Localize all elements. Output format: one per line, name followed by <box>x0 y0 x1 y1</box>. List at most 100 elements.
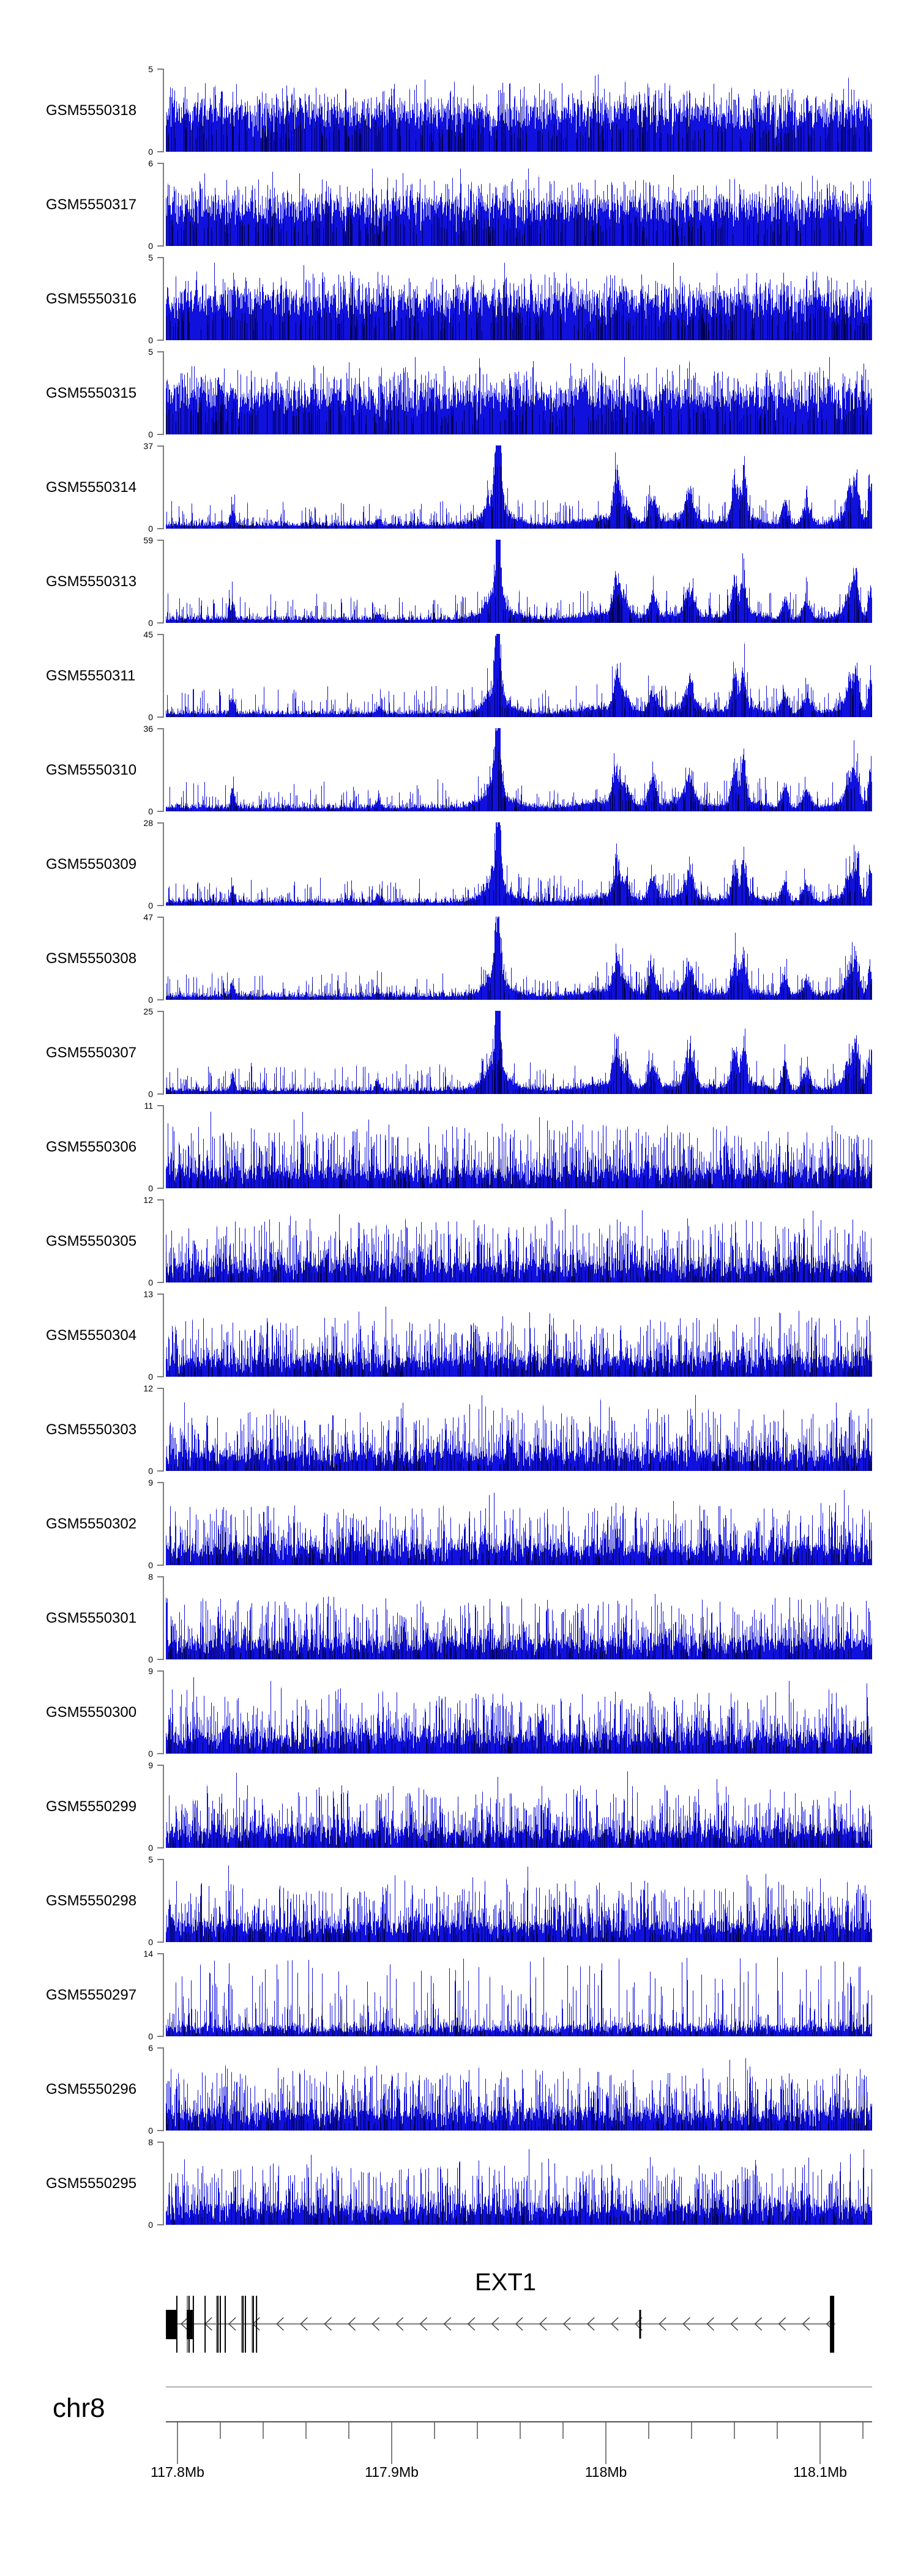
strand-arrow-icon <box>467 2317 476 2331</box>
y-axis-min-label: 0 <box>148 1278 153 1287</box>
y-axis-max-label: 5 <box>148 1855 153 1864</box>
y-axis-max-label: 5 <box>148 347 153 357</box>
strand-arrow-icon <box>181 2317 188 2331</box>
mid-exon-tick <box>639 2310 641 2339</box>
signal-track-GSM5550313: GSM5550313 59 0 <box>46 535 872 628</box>
y-axis-min-label: 0 <box>148 524 153 534</box>
ruler-tick-label: 117.8Mb <box>151 2464 204 2480</box>
y-axis-max-label: 59 <box>143 535 153 545</box>
strand-arrow-icon <box>611 2317 619 2331</box>
y-axis-max-label: 25 <box>143 1007 153 1016</box>
strand-arrow-icon <box>300 2317 308 2331</box>
signal-track-GSM5550303: GSM5550303 12 0 <box>46 1383 872 1476</box>
chromosome-label: chr8 <box>53 2393 105 2423</box>
y-axis-max-label: 28 <box>143 818 153 828</box>
track-label: GSM5550296 <box>46 2081 136 2098</box>
exon-box <box>187 2310 193 2339</box>
y-axis-bracket <box>157 1859 164 1943</box>
signal-track-GSM5550299: GSM5550299 9 0 <box>46 1760 872 1853</box>
y-axis-max-label: 12 <box>143 1195 153 1205</box>
track-label: GSM5550317 <box>46 196 136 213</box>
y-axis-bracket <box>157 2142 164 2225</box>
strand-arrow-icon <box>491 2317 499 2331</box>
signal-track-GSM5550316: GSM5550316 5 0 <box>46 253 872 345</box>
y-axis-min-label: 0 <box>148 1937 153 1947</box>
ruler-tick-label: 117.9Mb <box>365 2464 419 2480</box>
strand-arrow-icon <box>730 2317 739 2331</box>
signal-dark-layer <box>170 1517 870 1565</box>
y-axis-max-label: 45 <box>143 630 153 639</box>
y-axis-max-label: 5 <box>148 253 153 262</box>
track-label: GSM5550307 <box>46 1044 136 1061</box>
signal-dark-layer <box>166 562 867 623</box>
y-axis-max-label: 37 <box>143 441 153 451</box>
y-axis-bracket <box>157 1953 164 2037</box>
gene-name-label: EXT1 <box>475 2269 536 2296</box>
track-label: GSM5550308 <box>46 950 136 967</box>
signal-dark-layer <box>166 860 870 906</box>
strand-arrow-icon <box>706 2317 714 2331</box>
y-axis-bracket <box>157 2047 164 2131</box>
y-axis-bracket <box>157 1105 164 1189</box>
strand-arrow-icon <box>348 2317 356 2331</box>
y-axis-max-label: 14 <box>143 1949 153 1959</box>
signal-track-GSM5550300: GSM5550300 9 0 <box>46 1666 872 1759</box>
track-label: GSM5550313 <box>46 573 136 590</box>
signal-dark-layer <box>166 2079 872 2131</box>
y-axis-min-label: 0 <box>148 241 153 251</box>
strand-arrow-icon <box>802 2317 810 2331</box>
y-axis-max-label: 11 <box>144 1101 153 1111</box>
track-label: GSM5550311 <box>46 668 135 684</box>
strand-arrow-icon <box>324 2317 332 2331</box>
y-axis-bracket <box>157 540 164 624</box>
y-axis-min-label: 0 <box>148 2031 153 2041</box>
strand-arrow-icon <box>515 2317 523 2331</box>
track-label: GSM5550318 <box>46 102 136 119</box>
y-axis-min-label: 0 <box>148 1655 153 1664</box>
strand-arrow-icon <box>276 2317 284 2331</box>
y-axis-min-label: 0 <box>148 995 153 1005</box>
signal-dark-layer <box>167 1421 871 1471</box>
signal-track-GSM5550298: GSM5550298 5 0 <box>46 1855 872 1947</box>
track-label: GSM5550305 <box>46 1233 136 1249</box>
signal-track-GSM5550305: GSM5550305 12 0 <box>46 1195 872 1287</box>
gene-track: EXT1 <box>166 2269 835 2353</box>
y-axis-min-label: 0 <box>148 430 153 439</box>
track-label: GSM5550299 <box>46 1798 136 1815</box>
y-axis-bracket <box>157 1482 164 1566</box>
track-label: GSM5550316 <box>46 291 136 307</box>
signal-track-GSM5550296: GSM5550296 6 0 <box>46 2043 872 2135</box>
track-label: GSM5550300 <box>46 1704 136 1721</box>
signal-track-GSM5550310: GSM5550310 36 0 <box>46 724 872 816</box>
track-label: GSM5550304 <box>46 1327 136 1344</box>
strand-arrow-icon <box>371 2317 380 2331</box>
y-axis-min-label: 0 <box>148 1372 153 1382</box>
track-label: GSM5550298 <box>46 1893 136 1909</box>
y-axis-max-label: 9 <box>148 1760 153 1770</box>
y-axis-min-label: 0 <box>148 901 153 910</box>
signal-track-GSM5550309: GSM5550309 28 0 <box>46 818 872 910</box>
y-axis-bracket <box>157 1765 164 1848</box>
y-axis-min-label: 0 <box>148 1560 153 1570</box>
y-axis-min-label: 0 <box>148 1843 153 1853</box>
y-axis-bracket <box>157 1388 164 1472</box>
signal-dark-layer <box>166 657 872 717</box>
ruler-tick-label: 118.1Mb <box>793 2464 847 2480</box>
genome-ruler: chr8 117.8Mb 117.9Mb 118Mb 118.1Mb <box>53 2386 872 2480</box>
end-exon-bar <box>830 2296 835 2353</box>
y-axis-min-label: 0 <box>148 712 153 722</box>
strand-arrow-icon <box>778 2317 786 2331</box>
signal-layer <box>166 1677 872 1754</box>
y-axis-max-label: 47 <box>143 912 153 922</box>
strand-arrow-icon <box>395 2317 404 2331</box>
track-label: GSM5550301 <box>46 1610 136 1626</box>
y-axis-bracket <box>157 822 164 906</box>
strand-arrow-icon <box>659 2317 666 2331</box>
signal-track-GSM5550306: GSM5550306 11 0 <box>46 1101 872 1193</box>
signal-dark-layer <box>168 1607 872 1659</box>
signal-track-GSM5550315: GSM5550315 5 0 <box>46 347 872 439</box>
y-axis-bracket <box>157 257 164 341</box>
track-label: GSM5550314 <box>46 479 136 496</box>
signal-layer <box>166 822 872 906</box>
